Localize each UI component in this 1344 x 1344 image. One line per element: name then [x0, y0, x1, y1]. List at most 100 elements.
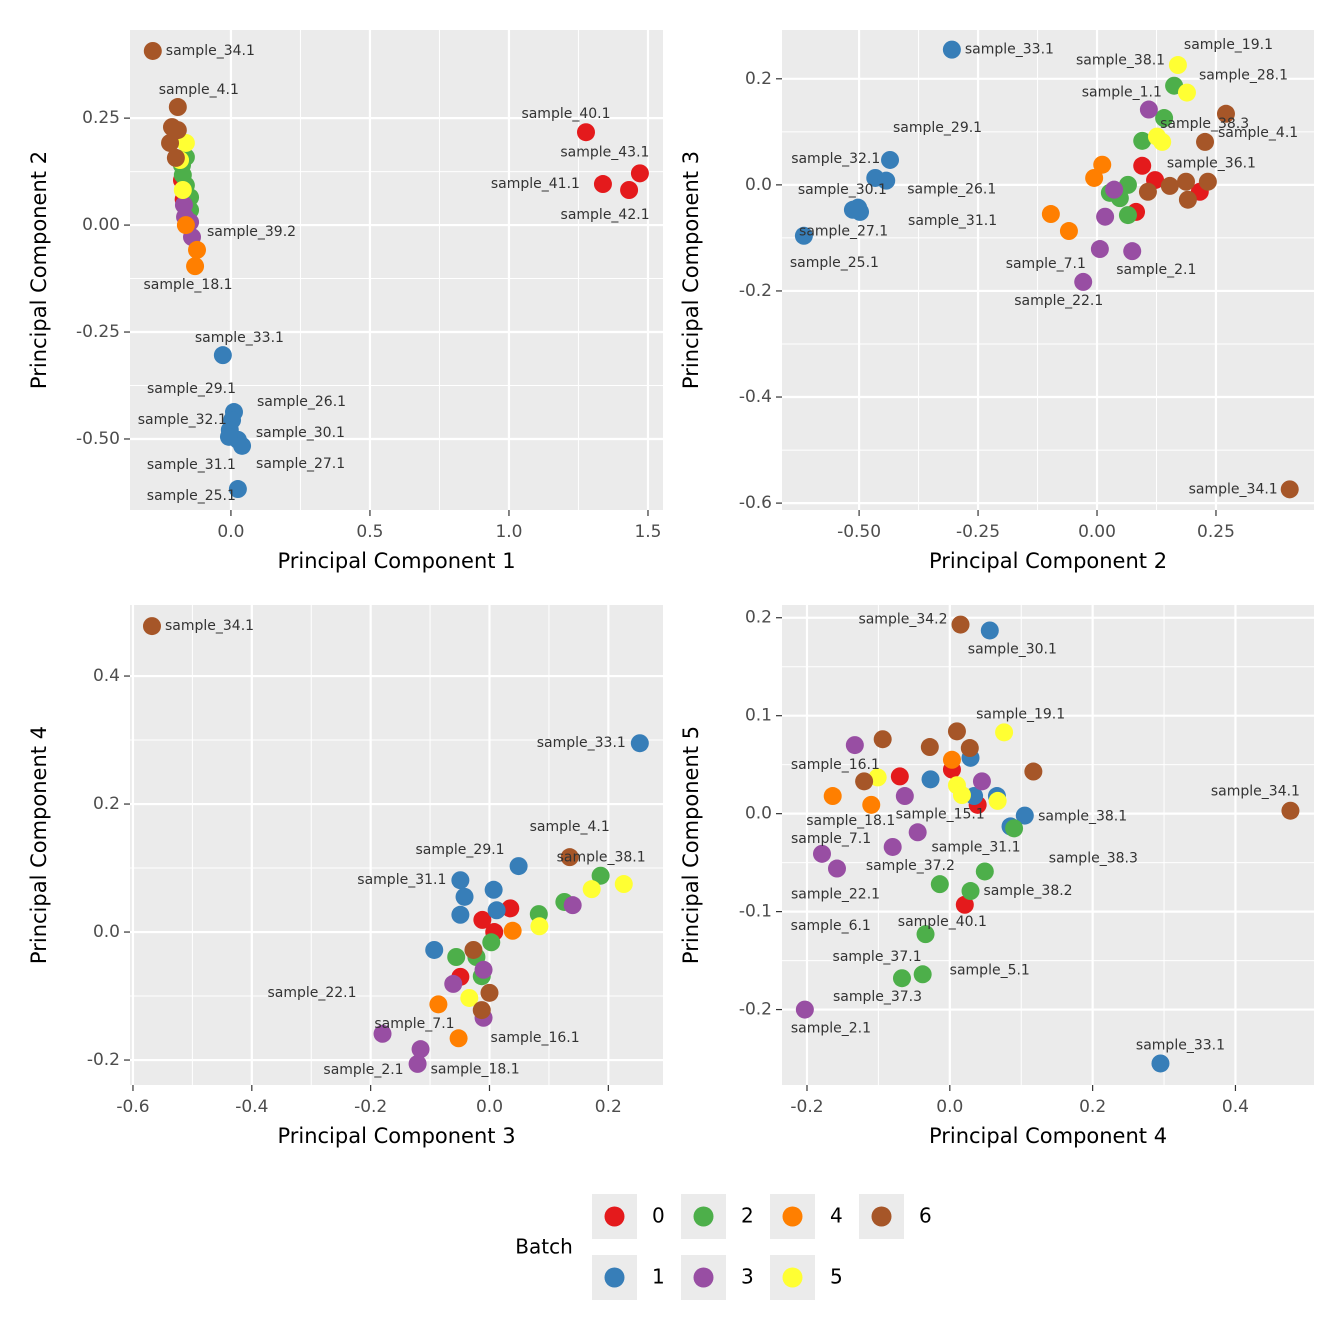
- data-point: [1176, 172, 1195, 191]
- point-label: sample_30.1: [256, 425, 345, 441]
- point-label: sample_40.1: [521, 106, 610, 122]
- point-label: sample_16.1: [491, 1030, 580, 1046]
- x-axis-title: Principal Component 1: [277, 549, 515, 573]
- data-point: [429, 995, 448, 1014]
- data-point: [1123, 242, 1142, 261]
- data-point: [213, 346, 232, 365]
- x-tick-label: 0.25: [1197, 522, 1235, 542]
- point-label: sample_34.1: [165, 618, 254, 634]
- point-label: sample_32.1: [138, 412, 227, 428]
- point-label: sample_37.1: [833, 949, 922, 965]
- data-point: [188, 240, 207, 259]
- point-label: sample_40.1: [898, 914, 987, 930]
- legend-marker: [604, 1267, 625, 1288]
- data-point: [176, 216, 195, 235]
- data-point: [952, 786, 971, 805]
- data-point: [142, 617, 161, 636]
- point-label: sample_31.1: [932, 839, 1021, 855]
- data-point: [1133, 131, 1152, 150]
- data-point: [455, 887, 474, 906]
- data-point: [988, 791, 1007, 810]
- data-point: [1151, 1054, 1170, 1073]
- y-tick-label: -0.4: [739, 387, 772, 407]
- data-point: [460, 988, 479, 1007]
- data-point: [862, 795, 881, 814]
- data-point: [480, 983, 499, 1002]
- point-label: sample_39.2: [207, 224, 296, 240]
- panel-background: [130, 605, 663, 1085]
- point-label: sample_29.1: [416, 842, 505, 858]
- data-point: [173, 181, 192, 199]
- point-label: sample_30.1: [968, 641, 1057, 657]
- y-axis-title: Principal Component 4: [27, 726, 51, 964]
- data-point: [186, 257, 205, 276]
- data-point: [591, 866, 610, 885]
- data-point: [1085, 168, 1104, 187]
- data-point: [916, 925, 935, 944]
- data-point: [482, 933, 501, 952]
- data-point: [1177, 83, 1196, 102]
- point-label: sample_4.1: [1218, 125, 1298, 141]
- point-label: sample_36.1: [1167, 156, 1256, 172]
- data-point: [484, 880, 503, 899]
- y-tick-label: 0.2: [745, 608, 772, 628]
- data-point: [1118, 175, 1137, 194]
- point-label: sample_38.1: [1038, 808, 1127, 824]
- data-point: [411, 1040, 430, 1059]
- data-point: [1093, 155, 1112, 174]
- point-label: sample_22.1: [267, 985, 356, 1001]
- data-point: [947, 722, 966, 741]
- point-label: sample_33.1: [537, 735, 626, 751]
- data-point: [425, 940, 444, 959]
- data-point: [233, 436, 252, 455]
- data-point: [1139, 100, 1158, 119]
- data-point: [1155, 109, 1174, 128]
- data-point: [930, 875, 949, 894]
- point-label: sample_42.1: [561, 207, 650, 223]
- point-label: sample_33.1: [1136, 1037, 1225, 1053]
- point-label: sample_22.1: [1014, 293, 1103, 309]
- data-point: [1147, 127, 1166, 146]
- data-point: [855, 772, 874, 791]
- data-point: [1168, 56, 1187, 75]
- data-point: [913, 965, 932, 984]
- x-tick-label: 0.2: [1079, 1097, 1106, 1117]
- x-tick-label: 1.5: [634, 522, 661, 542]
- y-axis-title: Principal Component 3: [679, 151, 703, 389]
- point-label: sample_6.1: [791, 918, 871, 934]
- y-tick-label: -0.2: [739, 281, 772, 301]
- point-label: sample_29.1: [147, 381, 236, 397]
- data-point: [408, 1054, 427, 1073]
- data-point: [980, 621, 999, 640]
- data-point: [444, 974, 463, 993]
- data-point: [503, 921, 522, 940]
- y-tick-label: 0.0: [745, 175, 772, 195]
- data-point: [895, 787, 914, 806]
- y-tick-label: -0.6: [739, 493, 772, 513]
- legend-marker: [693, 1267, 714, 1288]
- data-point: [474, 960, 493, 979]
- data-point: [614, 875, 633, 894]
- y-tick-label: -0.25: [76, 322, 120, 342]
- x-tick-label: 1.0: [495, 522, 522, 542]
- point-label: sample_4.1: [159, 82, 239, 98]
- x-tick-label: 0.0: [936, 1097, 963, 1117]
- point-label: sample_38.2: [984, 883, 1073, 899]
- legend-label: 5: [830, 1265, 843, 1289]
- point-label: sample_38.3: [1160, 116, 1249, 132]
- point-label: sample_33.1: [965, 42, 1054, 58]
- data-point: [1105, 180, 1124, 199]
- legend-marker: [782, 1206, 803, 1227]
- x-tick-label: 0.2: [595, 1097, 622, 1117]
- data-point: [1059, 222, 1078, 241]
- legend-label: 0: [652, 1204, 665, 1228]
- point-label: sample_31.1: [147, 457, 236, 473]
- point-label: sample_33.1: [195, 330, 284, 346]
- y-tick-label: -0.50: [76, 429, 120, 449]
- data-point: [176, 133, 195, 152]
- point-label: sample_18.1: [806, 813, 895, 829]
- data-point: [630, 164, 649, 183]
- legend-title: Batch: [515, 1235, 573, 1259]
- y-tick-label: 0.0: [745, 804, 772, 824]
